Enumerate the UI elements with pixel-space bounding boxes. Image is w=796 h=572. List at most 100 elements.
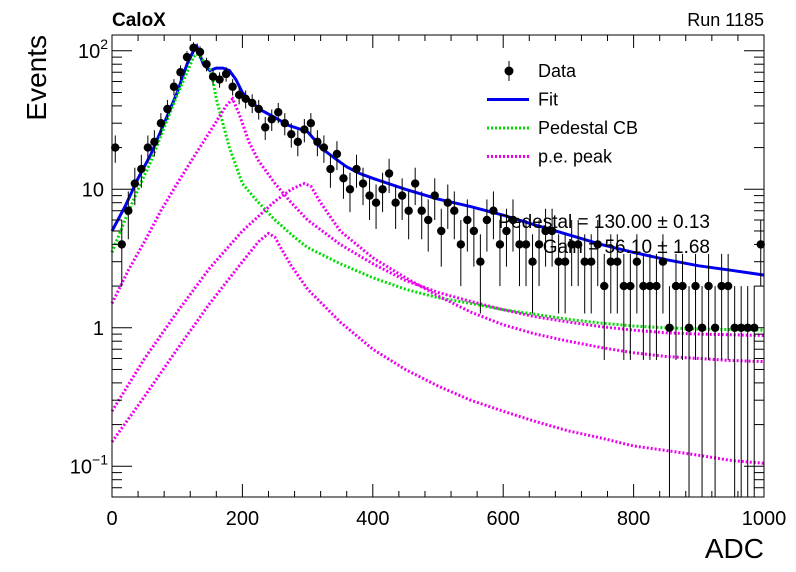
data-point [626, 281, 635, 291]
data-point [417, 206, 426, 215]
data-point [430, 191, 439, 200]
data-point [306, 118, 316, 128]
x-tick-label: 0 [106, 508, 117, 530]
data-point [587, 257, 596, 266]
axes-layer: 0 200 400 600 800 1000 102 10 1 10−1 [70, 35, 786, 530]
data-point [710, 323, 720, 332]
data-point [606, 257, 615, 266]
y-axis-label: Events [21, 35, 52, 121]
data-point [704, 281, 713, 291]
data-point [287, 129, 296, 139]
data-point [124, 206, 133, 215]
data-point [476, 257, 485, 266]
data-point [541, 226, 550, 236]
data-point [534, 240, 544, 249]
y-tick-exponent: 2 [100, 36, 108, 52]
data-points-layer [111, 42, 765, 497]
data-point [384, 169, 394, 178]
data-point [736, 323, 746, 332]
data-point [176, 68, 185, 77]
y-tick-label: 102 [78, 36, 108, 63]
data-point [691, 281, 700, 291]
data-point [195, 47, 205, 57]
plot-frame [111, 34, 765, 498]
data-point [326, 164, 335, 174]
data-point [560, 257, 570, 266]
data-point [632, 257, 642, 266]
data-point [684, 323, 694, 332]
data-point [665, 323, 674, 332]
data-point [274, 108, 283, 117]
data-point [482, 215, 492, 225]
annotations-layer: Pedestal = 130.00 ± 0.13 Gain = 56.10 ± 1… [498, 212, 710, 258]
data-point [169, 82, 179, 91]
data-point [313, 137, 322, 147]
data-point [267, 115, 276, 124]
chart-header-left: CaloX [112, 10, 166, 31]
data-point [391, 198, 400, 207]
data-point [456, 240, 466, 249]
y-tick-label: 1 [93, 318, 104, 340]
data-point [495, 240, 505, 249]
data-point [221, 69, 231, 79]
data-point [580, 257, 589, 266]
data-point [300, 125, 309, 134]
legend-label: Pedestal CB [538, 118, 638, 138]
data-point [443, 198, 452, 207]
data-point [365, 191, 374, 200]
fit-parameter-text: Gain = 56.10 ± 1.68 [543, 237, 710, 258]
data-point [652, 281, 661, 291]
legend-label: Data [538, 61, 577, 81]
data-point [208, 72, 218, 81]
data-point [254, 104, 263, 114]
x-tick-label: 800 [617, 508, 650, 530]
data-point [528, 257, 537, 266]
data-point [639, 281, 648, 291]
data-point [567, 240, 576, 249]
fit-parameter-text: Pedestal = 130.00 ± 0.13 [498, 212, 710, 233]
data-point [658, 257, 668, 266]
data-point [404, 206, 413, 215]
data-point [228, 82, 237, 91]
series-line-p-e-peak-2 [110, 96, 765, 337]
x-tick-label: 1000 [742, 508, 787, 530]
data-point [150, 137, 159, 147]
data-point [619, 281, 629, 291]
data-point [215, 75, 224, 84]
data-point [352, 164, 361, 174]
data-point [502, 226, 511, 236]
data-point [189, 43, 198, 53]
legend-label: Fit [538, 90, 558, 110]
data-point [234, 90, 244, 100]
data-point [573, 240, 583, 249]
y-tick-label: 10 [82, 179, 104, 201]
chart-header-right: Run 1185 [687, 10, 764, 30]
data-point [182, 52, 192, 62]
data-point [130, 179, 140, 188]
data-point [450, 206, 459, 215]
data-point [515, 240, 524, 249]
x-tick-label: 600 [487, 508, 520, 530]
data-point [600, 281, 609, 291]
y-tick-label: 10−1 [70, 451, 108, 478]
data-point [261, 123, 270, 132]
legend: Data Fit Pedestal CB p.e. peak [487, 61, 638, 167]
data-point [697, 323, 707, 332]
data-point [345, 185, 355, 194]
data-point [645, 281, 655, 291]
x-tick-label: 200 [226, 508, 259, 530]
data-point [247, 98, 257, 108]
data-point [521, 240, 531, 249]
data-point [547, 226, 557, 236]
data-point [378, 185, 387, 194]
data-point [319, 143, 329, 152]
data-point [730, 323, 739, 332]
data-point [410, 179, 420, 188]
data-point [280, 118, 289, 128]
x-axis-label: ADC [705, 533, 764, 564]
data-point [508, 215, 518, 225]
data-point [469, 226, 479, 236]
data-point [678, 281, 687, 291]
data-point [437, 226, 446, 236]
